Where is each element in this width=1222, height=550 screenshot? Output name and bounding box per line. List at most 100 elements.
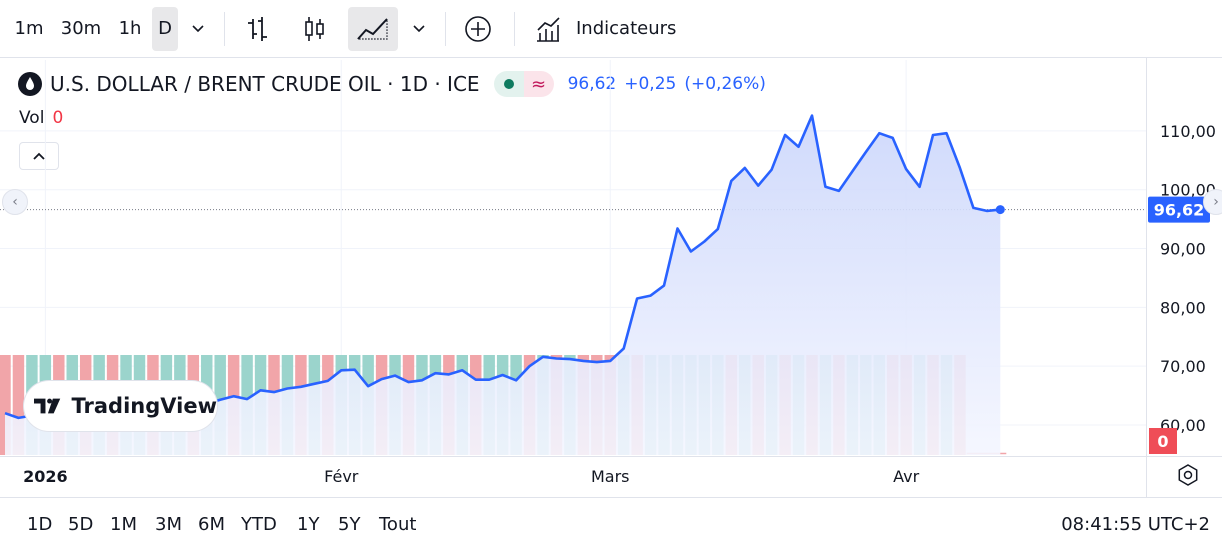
x-tick-label: Avr <box>893 467 919 486</box>
volume-bar <box>429 355 442 455</box>
volume-bar <box>698 355 711 455</box>
interval-1h[interactable]: 1h <box>118 18 142 39</box>
volume-bar <box>416 355 428 455</box>
range-1d[interactable]: 1D <box>27 514 53 535</box>
interval-d[interactable]: D <box>152 7 178 51</box>
volume-bar <box>281 355 294 455</box>
volume-bar <box>846 355 859 455</box>
volume-bar <box>483 355 495 455</box>
toolbar-divider <box>445 12 446 46</box>
interval-1m[interactable]: 1m <box>14 18 44 39</box>
status-badge[interactable]: ≈ <box>493 71 554 97</box>
volume-bar <box>268 355 280 455</box>
y-tick-label: 60,00 <box>1160 416 1206 435</box>
x-tick-label: 2026 <box>23 467 68 486</box>
chevron-down-icon <box>192 25 204 33</box>
area-chart-button[interactable] <box>348 7 398 51</box>
volume-bar <box>402 355 415 455</box>
volume-bar <box>873 355 885 455</box>
volume-bar <box>604 355 616 455</box>
volume-bar <box>348 355 361 455</box>
volume-bar <box>537 355 549 455</box>
settings-gear-icon[interactable] <box>1176 463 1200 487</box>
volume-bar <box>254 355 267 455</box>
volume-bar <box>886 355 899 455</box>
range-all[interactable]: Tout <box>379 514 417 535</box>
x-tick-label: Févr <box>324 467 359 486</box>
volume-bar <box>295 355 307 455</box>
volume-bar <box>631 355 643 455</box>
volume-bar <box>900 355 912 455</box>
volume-label-bg <box>1149 428 1177 454</box>
volume-bar <box>510 355 522 455</box>
price-quote: 96,62 +0,25 (+0,26%) <box>568 74 774 94</box>
collapse-legend-button[interactable] <box>19 142 59 170</box>
price-change-percent: (+0,26%) <box>684 74 766 94</box>
volume-bar <box>550 355 563 455</box>
range-6m[interactable]: 6M <box>198 514 225 535</box>
volume-bar <box>564 355 576 455</box>
volume-bar <box>308 355 321 455</box>
volume-bar <box>591 355 603 455</box>
area-chart-icon <box>356 17 388 40</box>
volume-bar <box>927 355 939 455</box>
volume-bar <box>335 355 347 455</box>
range-1y[interactable]: 1Y <box>297 514 320 535</box>
volume-bar <box>658 355 670 455</box>
volume-bar <box>617 355 630 455</box>
volume-bar <box>792 355 805 455</box>
last-price-label: 96,62 <box>1154 201 1205 220</box>
top-toolbar: 1m 30m 1h D <box>0 0 1222 58</box>
market-open-icon <box>493 71 524 97</box>
range-ytd[interactable]: YTD <box>241 514 277 535</box>
scroll-right-button[interactable]: › <box>1203 189 1222 215</box>
session-clock[interactable]: 08:41:55 UTC+2 <box>1061 514 1210 535</box>
indicators-label: Indicateurs <box>576 18 677 39</box>
chart-type-dropdown[interactable] <box>405 7 433 51</box>
price-change: +0,25 <box>624 74 677 94</box>
price-line <box>4 114 1001 420</box>
volume-bar <box>577 355 590 455</box>
volume-legend: Vol 0 <box>19 108 63 128</box>
volume-bar <box>725 355 738 455</box>
interval-30m[interactable]: 30m <box>60 18 102 39</box>
range-5d[interactable]: 5D <box>68 514 94 535</box>
plus-circle-icon <box>465 16 491 42</box>
volume-bar <box>913 355 926 455</box>
volume-value: 0 <box>52 108 64 128</box>
chevron-up-icon <box>33 152 45 160</box>
range-5y[interactable]: 5Y <box>338 514 361 535</box>
volume-bar <box>12 355 25 455</box>
tradingview-watermark[interactable]: TradingView <box>24 381 217 431</box>
toolbar-divider <box>224 12 225 46</box>
bar-chart-button[interactable] <box>240 7 276 51</box>
interval-dropdown[interactable] <box>184 7 212 51</box>
symbol-legend: U.S. DOLLAR / BRENT CRUDE OIL · 1D · ICE… <box>18 68 774 100</box>
range-1m[interactable]: 1M <box>110 514 137 535</box>
volume-bar <box>523 355 536 455</box>
bottom-toolbar: 1D 5D 1M 3M 6M YTD 1Y 5Y Tout 08:41:55 U… <box>0 497 1222 550</box>
indicators-button[interactable]: Indicateurs <box>533 7 688 51</box>
volume-bar <box>765 355 778 455</box>
volume-bar <box>227 355 240 455</box>
scroll-left-button[interactable]: ‹ <box>2 189 28 215</box>
volume-bar <box>685 355 697 455</box>
volume-bar <box>443 355 455 455</box>
volume-bar <box>671 355 684 455</box>
tradingview-brand: TradingView <box>71 394 217 418</box>
compare-button[interactable] <box>460 7 496 51</box>
wave-icon: ≈ <box>523 71 554 97</box>
volume-bar <box>389 355 401 455</box>
range-3m[interactable]: 3M <box>155 514 182 535</box>
volume-bar <box>470 355 482 455</box>
volume-bar <box>779 355 791 455</box>
volume-bar <box>860 355 872 455</box>
chevron-down-icon <box>413 25 425 33</box>
last-price: 96,62 <box>567 74 617 94</box>
y-tick-label: 90,00 <box>1160 240 1206 259</box>
symbol-title[interactable]: U.S. DOLLAR / BRENT CRUDE OIL · 1D · ICE <box>50 72 480 96</box>
y-tick-label: 70,00 <box>1160 357 1206 376</box>
last-price-label-bg <box>1148 196 1210 223</box>
candles-button[interactable] <box>297 7 333 51</box>
y-tick-label: 80,00 <box>1160 298 1206 317</box>
